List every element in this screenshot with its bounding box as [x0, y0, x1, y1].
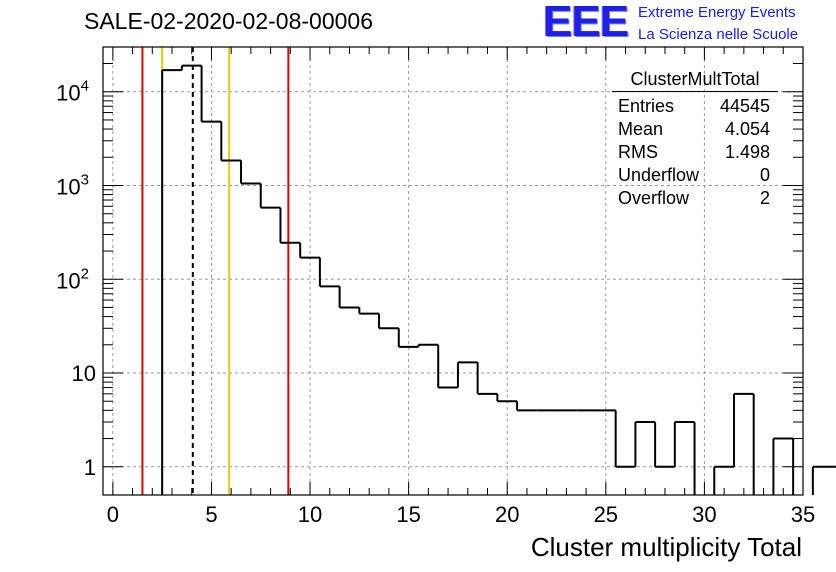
x-axis-title: Cluster multiplicity Total	[530, 532, 802, 562]
y-tick-label: 103	[56, 171, 89, 199]
y-tick-label: 1	[84, 455, 96, 480]
y-tick-label: 10	[72, 361, 96, 386]
x-tick-label: 25	[594, 502, 618, 527]
stats-label: Mean	[618, 119, 664, 139]
stats-row-rms: RMS 1.498	[612, 141, 778, 164]
axis-ticks	[103, 46, 804, 495]
stats-label: Entries	[618, 96, 675, 116]
eee-logo: EEE Extreme Energy Events La Scienza nel…	[543, 0, 833, 46]
stats-label: RMS	[618, 142, 658, 162]
x-tick-label: 10	[298, 502, 322, 527]
x-tick-label: 35	[791, 502, 815, 527]
eee-logo-mark: EEE	[543, 0, 629, 46]
marker-lines	[141, 47, 290, 495]
logo-text-line2: La Scienza nelle Scuole	[638, 26, 799, 43]
stats-row-underflow: Underflow 0	[612, 164, 778, 187]
x-tick-label: 0	[107, 502, 119, 527]
stats-row-entries: Entries 44545	[612, 95, 778, 118]
x-tick-label: 30	[692, 502, 716, 527]
plot-frame	[102, 46, 804, 496]
stats-label: Overflow	[618, 188, 690, 208]
stats-row-mean: Mean 4.054	[612, 118, 778, 141]
stats-box: ClusterMultTotal Entries 44545 Mean 4.05…	[612, 69, 778, 210]
stats-value: 44545	[719, 96, 770, 116]
stats-value: 4.054	[724, 119, 770, 139]
histogram-series	[161, 64, 836, 495]
x-tick-label: 15	[396, 502, 420, 527]
y-tick-label: 102	[56, 265, 89, 293]
stats-value: 0	[759, 165, 770, 185]
logo-text-line1: Extreme Energy Events	[638, 4, 796, 21]
x-tick-label: 5	[205, 502, 217, 527]
stats-value: 2	[759, 188, 770, 208]
grid-lines	[103, 47, 803, 495]
stats-value: 1.498	[724, 142, 770, 162]
y-tick-label: 104	[56, 78, 89, 106]
stats-row-overflow: Overflow 2	[612, 187, 778, 210]
page-title: SALE-02-2020-02-08-00006	[84, 8, 373, 34]
x-tick-label: 20	[495, 502, 519, 527]
stats-label: Underflow	[618, 165, 700, 185]
stats-title: ClusterMultTotal	[612, 69, 778, 92]
